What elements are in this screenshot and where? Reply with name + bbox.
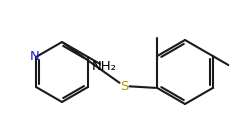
Text: NH₂: NH₂ <box>92 60 117 73</box>
Text: S: S <box>120 79 128 92</box>
Text: N: N <box>30 49 40 62</box>
